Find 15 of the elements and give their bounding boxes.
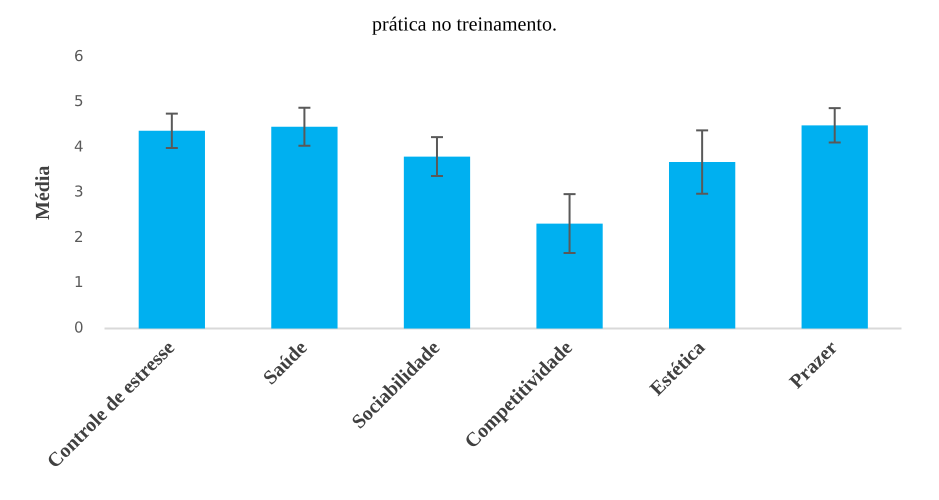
bar — [271, 126, 338, 329]
y-tick-label: 3 — [74, 182, 84, 201]
bar — [802, 125, 868, 329]
y-axis-title: Média — [32, 166, 54, 220]
y-tick-label: 6 — [74, 46, 84, 65]
bar — [536, 224, 603, 329]
y-tick-label: 2 — [74, 228, 84, 246]
y-tick-label: 1 — [74, 273, 84, 292]
y-tick-label: 5 — [74, 92, 84, 110]
chart-title: prática no treinamento. — [372, 13, 557, 36]
y-tick-label: 0 — [74, 318, 84, 336]
bar — [668, 162, 736, 329]
y-tick-label: 4 — [74, 137, 84, 156]
bar — [138, 130, 205, 329]
bar — [404, 156, 470, 329]
